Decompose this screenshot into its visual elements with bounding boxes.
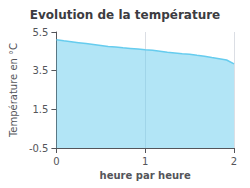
svg-text:1: 1 — [142, 156, 148, 167]
svg-text:-0.5: -0.5 — [29, 143, 49, 154]
svg-text:Température en °C: Température en °C — [8, 43, 19, 138]
svg-text:2: 2 — [231, 156, 237, 167]
svg-text:3.5: 3.5 — [33, 65, 49, 76]
svg-text:Evolution de la température: Evolution de la température — [30, 8, 221, 22]
svg-text:heure par heure: heure par heure — [100, 170, 191, 181]
svg-text:0: 0 — [53, 156, 59, 167]
svg-text:1.5: 1.5 — [33, 104, 49, 115]
svg-text:5.5: 5.5 — [33, 27, 49, 38]
